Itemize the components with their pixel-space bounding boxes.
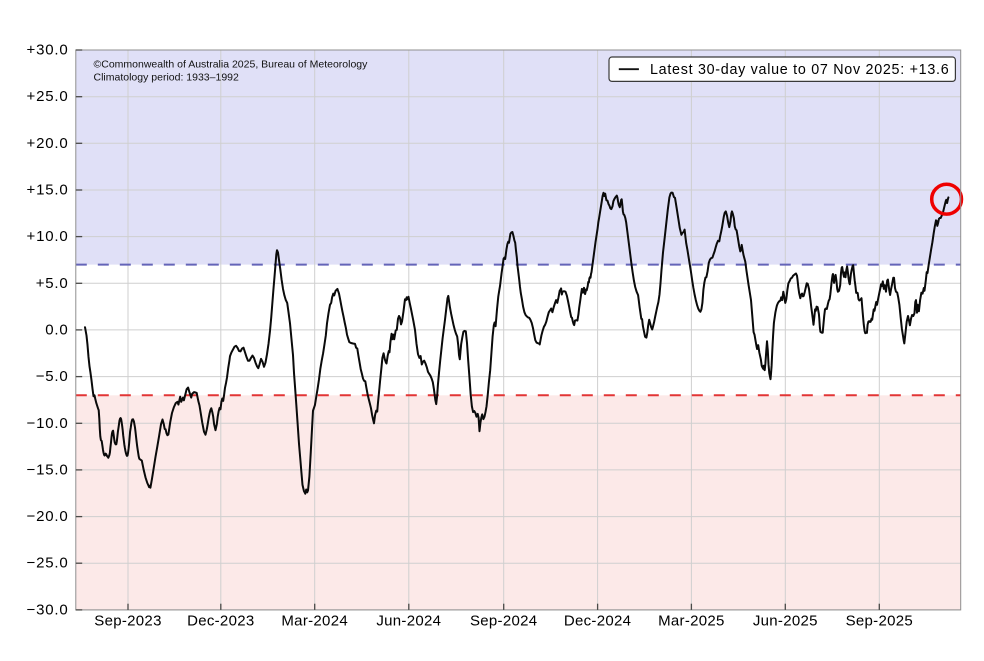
svg-text:−30.0: −30.0 <box>27 601 69 618</box>
svg-text:Jun-2024: Jun-2024 <box>376 613 441 630</box>
svg-text:−25.0: −25.0 <box>27 555 69 572</box>
svg-text:+25.0: +25.0 <box>27 88 69 105</box>
svg-text:+5.0: +5.0 <box>36 275 69 292</box>
svg-text:©Commonwealth of Australia 202: ©Commonwealth of Australia 2025, Bureau … <box>94 59 369 71</box>
svg-text:0.0: 0.0 <box>45 321 68 338</box>
svg-text:−10.0: −10.0 <box>27 415 69 432</box>
svg-text:Mar-2025: Mar-2025 <box>658 613 725 630</box>
svg-text:Sep-2023: Sep-2023 <box>94 613 161 630</box>
svg-text:Latest 30-day value to 07 Nov: Latest 30-day value to 07 Nov 2025: +13.… <box>650 62 949 78</box>
svg-text:+10.0: +10.0 <box>27 228 69 245</box>
svg-text:+30.0: +30.0 <box>27 41 69 58</box>
svg-text:−15.0: −15.0 <box>27 461 69 478</box>
svg-text:+20.0: +20.0 <box>27 135 69 152</box>
svg-text:+15.0: +15.0 <box>27 181 69 198</box>
svg-text:Climatology period: 1933–1992: Climatology period: 1933–1992 <box>94 71 240 83</box>
svg-text:Dec-2024: Dec-2024 <box>564 613 631 630</box>
svg-text:Dec-2023: Dec-2023 <box>187 613 254 630</box>
svg-text:Sep-2024: Sep-2024 <box>470 613 537 630</box>
svg-text:Mar-2024: Mar-2024 <box>281 613 348 630</box>
svg-text:Sep-2025: Sep-2025 <box>846 613 913 630</box>
svg-text:−5.0: −5.0 <box>36 368 69 385</box>
svg-text:−20.0: −20.0 <box>27 508 69 525</box>
svg-text:Jun-2025: Jun-2025 <box>753 613 818 630</box>
